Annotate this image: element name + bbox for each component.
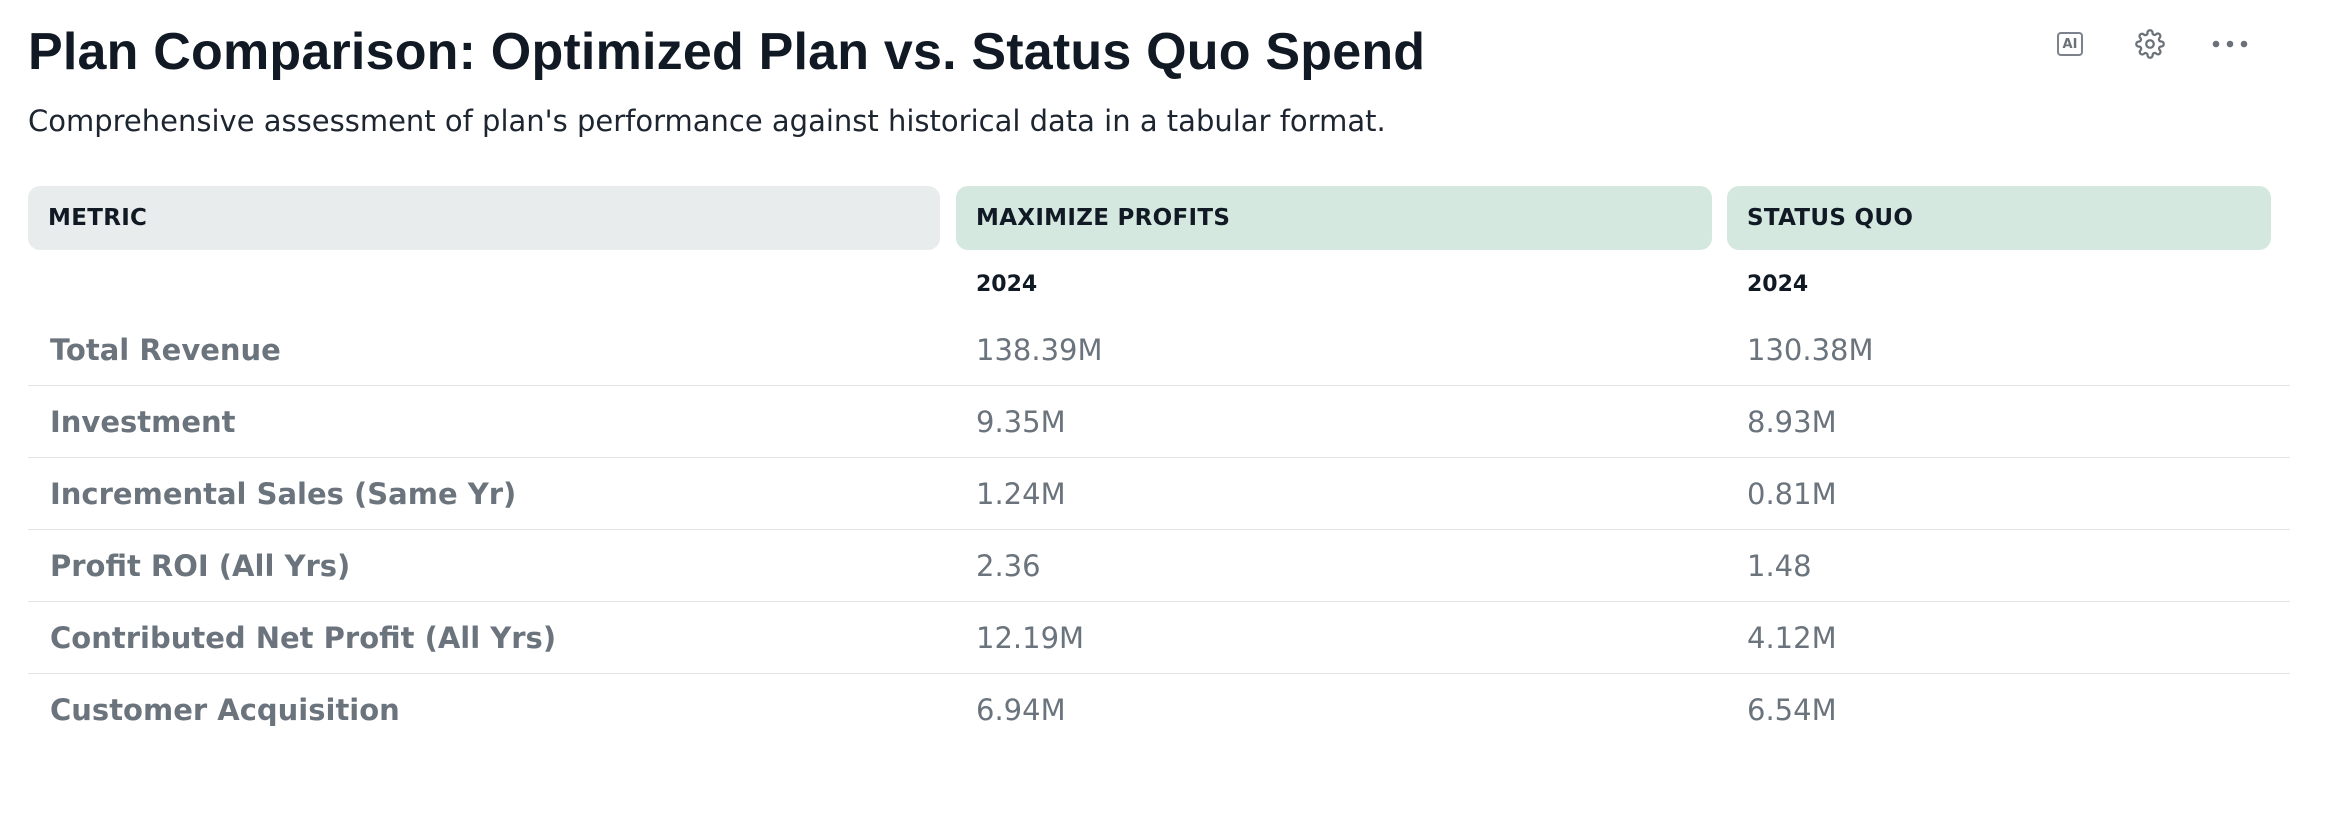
year-label-status-quo: 2024 (1747, 272, 1809, 297)
maximize-profits-value: 12.19M (976, 621, 1085, 655)
metric-name: Profit ROI (All Yrs) (50, 549, 351, 583)
maximize-profits-value: 9.35M (976, 405, 1066, 439)
table-header-row: METRIC MAXIMIZE PROFITS STATUS QUO (28, 186, 2290, 250)
status-quo-value: 1.48 (1747, 549, 1812, 583)
metric-name: Total Revenue (50, 333, 281, 367)
table-row: Investment 9.35M 8.93M (28, 386, 2290, 458)
metric-name: Incremental Sales (Same Yr) (50, 477, 517, 511)
metric-name: Customer Acquisition (50, 693, 400, 727)
status-quo-value: 4.12M (1747, 621, 1837, 655)
maximize-profits-value: 6.94M (976, 693, 1066, 727)
column-header-metric: METRIC (28, 186, 940, 250)
gear-icon (2135, 29, 2165, 59)
metric-name: Contributed Net Profit (All Yrs) (50, 621, 557, 655)
page-subtitle: Comprehensive assessment of plan's perfo… (28, 104, 1386, 138)
comparison-table: METRIC MAXIMIZE PROFITS STATUS QUO 2024 … (28, 186, 2290, 746)
maximize-profits-value: 2.36 (976, 549, 1041, 583)
ai-button[interactable]: AI (2042, 22, 2098, 66)
maximize-profits-value: 1.24M (976, 477, 1066, 511)
page-title: Plan Comparison: Optimized Plan vs. Stat… (28, 23, 1426, 81)
table-row: Total Revenue 138.39M 130.38M (28, 314, 2290, 386)
maximize-profits-value: 138.39M (976, 333, 1103, 367)
table-row: Incremental Sales (Same Yr) 1.24M 0.81M (28, 458, 2290, 530)
table-row: Customer Acquisition 6.94M 6.54M (28, 674, 2290, 746)
table-row: Profit ROI (All Yrs) 2.36 1.48 (28, 530, 2290, 602)
column-header-maximize-profits: MAXIMIZE PROFITS (956, 186, 1712, 250)
year-label-maximize-profits: 2024 (976, 272, 1038, 297)
toolbar: AI (2018, 22, 2258, 66)
column-header-status-quo: STATUS QUO (1727, 186, 2271, 250)
more-options-button[interactable] (2202, 22, 2258, 66)
year-header-row: 2024 2024 (28, 250, 2290, 314)
table-row: Contributed Net Profit (All Yrs) 12.19M … (28, 602, 2290, 674)
ai-icon: AI (2057, 32, 2083, 56)
status-quo-value: 8.93M (1747, 405, 1837, 439)
more-horizontal-icon (2212, 40, 2248, 48)
metric-name: Investment (50, 405, 236, 439)
settings-button[interactable] (2122, 22, 2178, 66)
status-quo-value: 6.54M (1747, 693, 1837, 727)
status-quo-value: 0.81M (1747, 477, 1837, 511)
status-quo-value: 130.38M (1747, 333, 1874, 367)
